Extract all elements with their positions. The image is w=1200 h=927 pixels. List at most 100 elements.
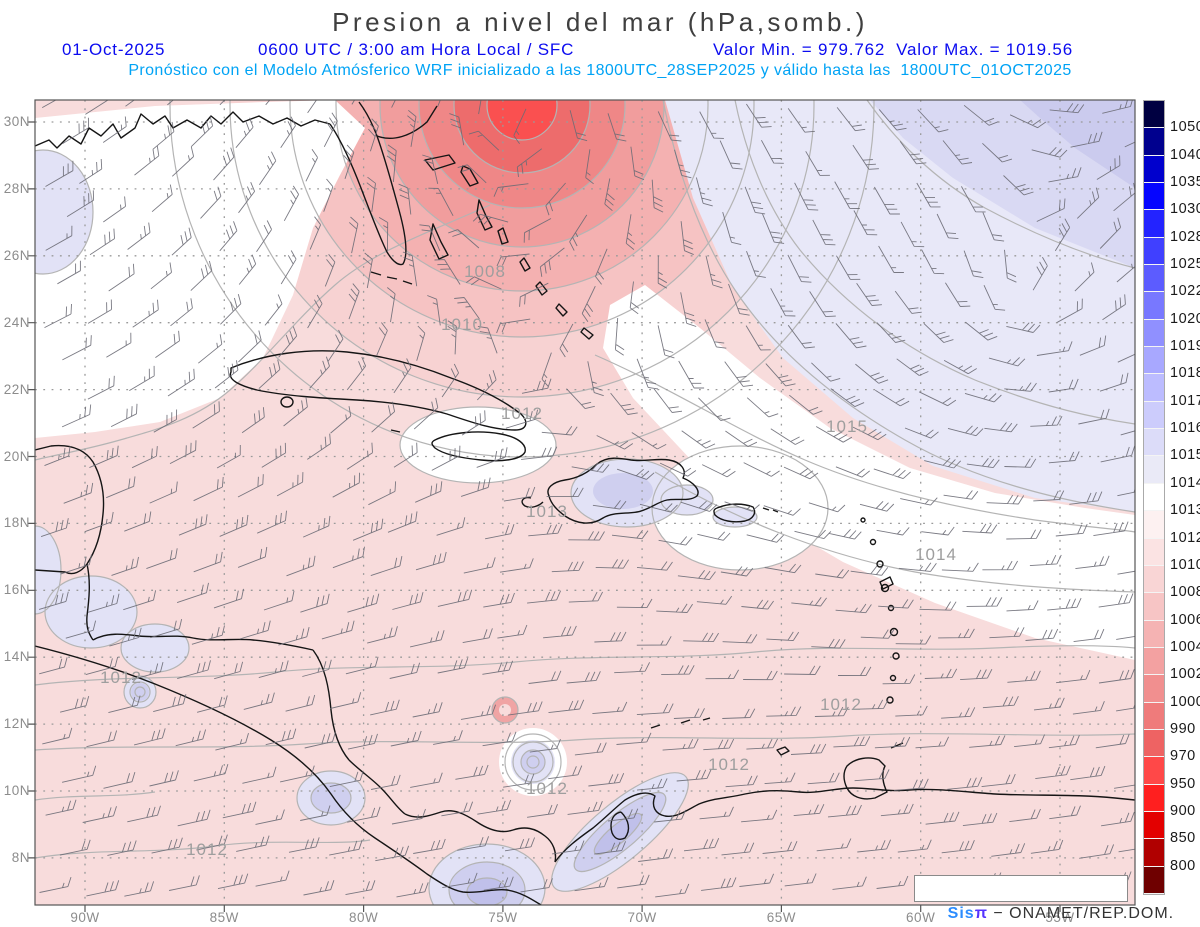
colorbar-tick-label: 1006 (1170, 611, 1200, 628)
contour-labels: 1008 1010 1012 1013 1015 1014 1012 1012 1012 1012… (100, 262, 957, 859)
colorbar-segment (1144, 757, 1164, 785)
colorbar-segment (1144, 866, 1164, 894)
colorbar-tick-label: 1025 (1170, 256, 1200, 273)
coastlines (35, 101, 1135, 905)
colorbar-segment (1144, 128, 1164, 156)
attribution-org-label: − ONAMET/REP.DOM. (993, 905, 1175, 922)
attribution-system-label: Sis (947, 905, 975, 922)
colorbar: 1050 1040 1035 1030 1028 1025 1022 1020 1019 1018… (1143, 100, 1200, 895)
colorbar-segment (1144, 401, 1164, 430)
colorbar-segment (1144, 101, 1164, 129)
lon-tick-label: 85W (209, 910, 239, 925)
colorbar-tick-label: 990 (1170, 720, 1196, 737)
colorbar-tick-label: 970 (1170, 748, 1196, 765)
lon-tick-label: 55W (1038, 910, 1082, 925)
colorbar-segment (1144, 538, 1164, 566)
colorbar-segment (1144, 593, 1164, 621)
pi-icon: π (974, 905, 988, 922)
lon-tick-label: 65W (766, 910, 797, 925)
colorbar-segment (1144, 511, 1164, 539)
colorbar-segment (1144, 347, 1164, 375)
svg-text:1014: 1014 (915, 545, 957, 564)
lat-tick-label: 30N (3, 114, 30, 129)
colorbar-tick-label: 1050 (1170, 119, 1200, 136)
colorbar-segment (1144, 155, 1164, 184)
lat-tick-label: 22N (3, 381, 30, 397)
page-title: Presion a nivel del mar (hPa,somb.) (332, 7, 868, 37)
lon-tick-label: 60W (899, 910, 943, 925)
colorbar-segment (1144, 647, 1164, 676)
colorbar-segment (1144, 483, 1164, 512)
svg-text:1013: 1013 (526, 502, 568, 521)
colorbar-tick-label: 1015 (1170, 447, 1200, 464)
lat-tick-label: 26N (3, 247, 30, 263)
lat-tick-label: 10N (3, 783, 30, 798)
colorbar-segment (1144, 210, 1164, 238)
colorbar-segment (1144, 429, 1164, 457)
colorbar-tick-label: 1008 (1170, 584, 1200, 601)
forecast-note: Pronóstico con el Modelo Atmósferico WRF… (128, 62, 1072, 79)
colorbar-tick-label: 850 (1170, 830, 1196, 847)
lat-tick-label: 18N (3, 515, 30, 531)
colorbar-tick-label: 1017 (1170, 392, 1200, 409)
lon-tick-label: 90W (70, 910, 100, 925)
svg-text:1010: 1010 (441, 315, 483, 334)
svg-text:1012: 1012 (820, 695, 862, 714)
colorbar-tick-label: 1002 (1170, 666, 1200, 683)
lat-tick-label: 28N (3, 180, 30, 196)
colorbar-tick-label: 1019 (1170, 338, 1200, 355)
colorbar-tick-label: 1000 (1170, 693, 1200, 710)
colorbar-tick-label: 1014 (1170, 474, 1200, 491)
colorbar-tick-label: 1020 (1170, 310, 1200, 327)
colorbar-segment (1144, 839, 1164, 867)
colorbar-segment (1144, 565, 1164, 594)
colorbar-tick-label: 1035 (1170, 174, 1200, 191)
map-area: 1008 1010 1012 1013 1015 1014 1012 1012 1012 1012… (28, 99, 1173, 922)
svg-text:1012: 1012 (100, 668, 142, 687)
min-max-values: Valor Min. = 979.762 Valor Max. = 1019.5… (713, 40, 1073, 59)
colorbar-segment (1144, 456, 1164, 484)
svg-text:1008: 1008 (464, 262, 506, 281)
lat-tick-label: 24N (3, 314, 30, 330)
attribution-box: Sisπ − ONAMET/REP.DOM. (914, 875, 1173, 922)
axis-ticks (28, 121, 1061, 912)
colorbar-tick-label: 1022 (1170, 283, 1200, 300)
colorbar-tick-label: 1013 (1170, 502, 1200, 519)
lat-tick-label: 16N (3, 582, 30, 598)
colorbar-segment (1144, 784, 1164, 812)
lat-tick-label: 12N (3, 716, 30, 732)
contour-lines (35, 100, 1135, 905)
lat-tick-label: 14N (3, 649, 30, 665)
forecast-time: 0600 UTC / 3:00 am Hora Local / SFC (258, 40, 575, 59)
colorbar-tick-label: 950 (1170, 775, 1196, 792)
lat-tick-label: 8N (11, 849, 30, 865)
lon-tick-label: 80W (348, 910, 379, 925)
colorbar-tick-label: 800 (1170, 857, 1196, 874)
colorbar-segment (1144, 265, 1164, 293)
colorbar-tick-label: 1016 (1170, 420, 1200, 437)
colorbar-tick-label: 1030 (1170, 201, 1200, 218)
svg-text:1012: 1012 (186, 840, 228, 859)
svg-text:1012: 1012 (708, 755, 750, 774)
colorbar-segment (1144, 292, 1164, 320)
colorbar-segment (1144, 729, 1164, 758)
colorbar-tick-label: 1018 (1170, 365, 1200, 382)
lon-tick-label: 75W (488, 910, 518, 925)
svg-text:1012: 1012 (526, 779, 568, 798)
svg-text:1012: 1012 (501, 404, 543, 423)
colorbar-swatches (1143, 100, 1165, 895)
colorbar-tick-label: 1004 (1170, 638, 1200, 655)
colorbar-segment (1144, 319, 1164, 348)
colorbar-tick-label: 1012 (1170, 529, 1200, 546)
colorbar-segment (1144, 374, 1164, 402)
colorbar-segment (1144, 183, 1164, 211)
lat-tick-label: 20N (3, 448, 30, 464)
colorbar-tick-label: 1040 (1170, 146, 1200, 163)
colorbar-segment (1144, 811, 1164, 840)
date-line: 01-Oct-2025 0600 UTC / 3:00 am Hora Loca… (0, 40, 1200, 60)
map-frame (34, 99, 1136, 906)
colorbar-segment (1144, 702, 1164, 730)
colorbar-tick-label: 1010 (1170, 556, 1200, 573)
svg-text:1015: 1015 (826, 417, 868, 436)
